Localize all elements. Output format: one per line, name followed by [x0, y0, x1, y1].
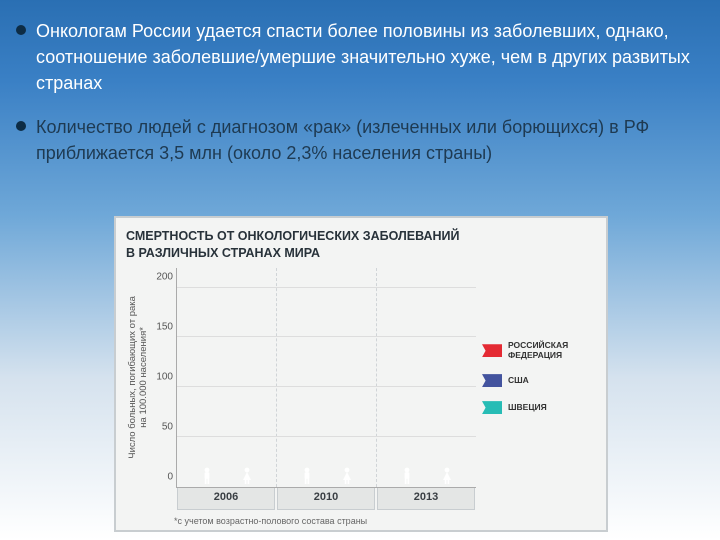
female-icon	[241, 467, 253, 485]
year-axis: 200620102013	[176, 488, 476, 510]
female-icon	[441, 467, 453, 485]
chart-card: СМЕРТНОСТЬ ОТ ОНКОЛОГИЧЕСКИХ ЗАБОЛЕВАНИЙ…	[114, 216, 608, 532]
gridline	[177, 386, 476, 387]
legend-item-swe: ШВЕЦИЯ	[482, 401, 596, 414]
legend-flag-icon	[482, 344, 502, 357]
legend-item-usa: США	[482, 374, 596, 387]
y-axis: 0 50 100 150 200	[150, 268, 176, 488]
bullet-item: Онкологам России удается спасти более по…	[10, 18, 702, 96]
chart-title: СМЕРТНОСТЬ ОТ ОНКОЛОГИЧЕСКИХ ЗАБОЛЕВАНИЙ…	[126, 228, 596, 262]
gender-icons	[401, 467, 453, 485]
gridline	[177, 336, 476, 337]
bar-groups	[177, 268, 476, 487]
chart-title-line: СМЕРТНОСТЬ ОТ ОНКОЛОГИЧЕСКИХ ЗАБОЛЕВАНИЙ	[126, 229, 460, 243]
year-label: 2013	[377, 488, 475, 510]
year-label: 2010	[277, 488, 375, 510]
y-tick-label: 0	[167, 471, 173, 482]
bullet-item: Количество людей с диагнозом «рак» (изле…	[10, 114, 702, 166]
male-icon	[301, 467, 313, 485]
legend-flag-icon	[482, 374, 502, 387]
legend-label: РОССИЙСКАЯ ФЕДЕРАЦИЯ	[508, 341, 596, 360]
bullet-text: Количество людей с диагнозом «рак» (изле…	[36, 114, 702, 166]
year-group	[177, 268, 276, 487]
y-tick-label: 100	[156, 371, 173, 382]
legend: РОССИЙСКАЯ ФЕДЕРАЦИЯ США ШВЕЦИЯ	[476, 268, 596, 488]
y-label-wrap: Число больных, погибающих от рака на 100…	[126, 268, 150, 488]
male-icon	[201, 467, 213, 485]
chart-title-line: В РАЗЛИЧНЫХ СТРАНАХ МИРА	[126, 246, 320, 260]
y-tick-label: 50	[162, 421, 173, 432]
gridline	[177, 436, 476, 437]
plot-column: 0 50 100 150 200	[150, 268, 476, 488]
bullet-list: Онкологам России удается спасти более по…	[0, 0, 720, 166]
female-icon	[341, 467, 353, 485]
chart-footnote: *с учетом возрастно-полового состава стр…	[174, 516, 596, 526]
bullet-dot-icon	[16, 25, 26, 35]
legend-item-ru: РОССИЙСКАЯ ФЕДЕРАЦИЯ	[482, 341, 596, 360]
y-tick-label: 150	[156, 321, 173, 332]
gridline	[177, 287, 476, 288]
male-icon	[401, 467, 413, 485]
bullet-text: Онкологам России удается спасти более по…	[36, 18, 702, 96]
y-axis-label: Число больных, погибающих от рака на 100…	[127, 296, 150, 459]
y-tick-label: 200	[156, 271, 173, 282]
gender-icons	[201, 467, 253, 485]
chart-body: Число больных, погибающих от рака на 100…	[126, 268, 596, 488]
year-label: 2006	[177, 488, 275, 510]
legend-flag-icon	[482, 401, 502, 414]
gender-icons	[301, 467, 353, 485]
year-group	[376, 268, 476, 487]
plot-area	[176, 268, 476, 488]
legend-label: ШВЕЦИЯ	[508, 403, 547, 412]
legend-label: США	[508, 376, 529, 385]
year-group	[276, 268, 376, 487]
bullet-dot-icon	[16, 121, 26, 131]
